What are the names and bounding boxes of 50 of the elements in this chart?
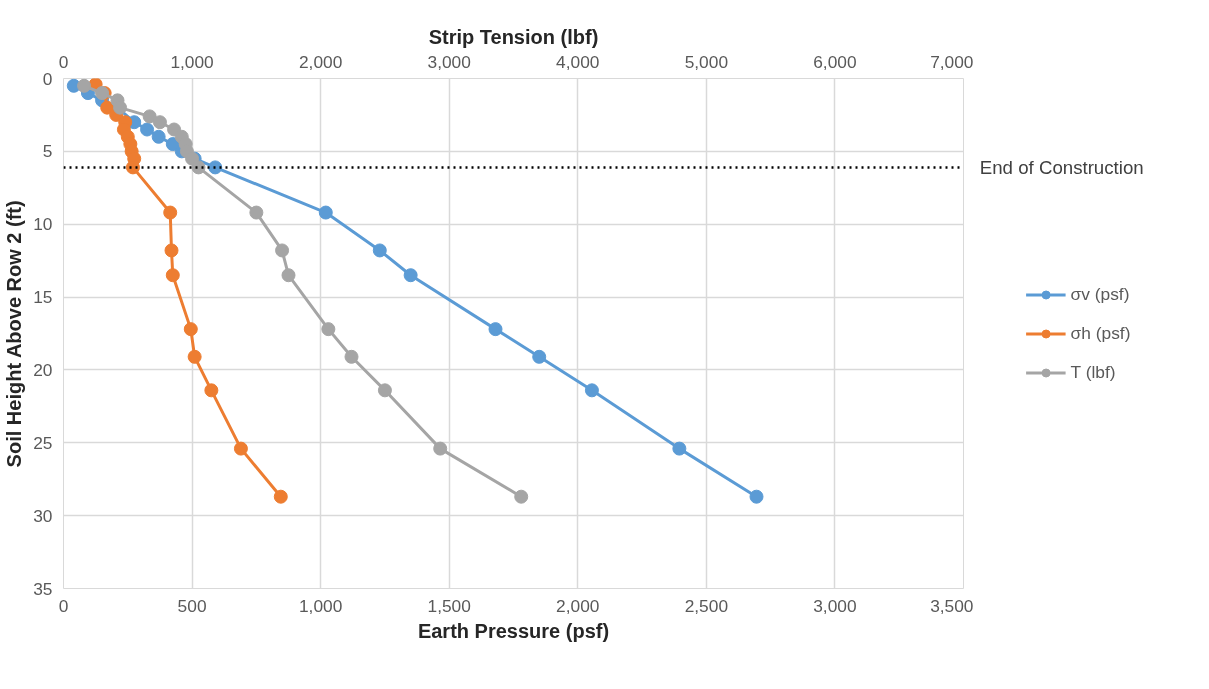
y-axis-title: Soil Height Above Row 2 (ft) [3,200,26,468]
x2-tick-label: 1,000 [170,51,214,72]
y-tick-label: 30 [33,505,53,526]
y-tick-label: 25 [33,432,53,453]
x2-tick-label: 2,000 [298,51,343,72]
x2-tick-label: 0 [58,51,69,72]
ref-line-label: End of Construction [979,156,1144,178]
point [163,205,178,220]
y-tick-label: 10 [33,214,53,235]
x2-tick-label: 6,000 [813,51,857,72]
y-tick-label: 5 [42,141,53,162]
x2-axis-title: Strip Tension (lbf) [428,25,599,48]
point [672,441,687,456]
x-tick-label: 2,000 [556,595,600,616]
x-tick-label: 2,500 [684,595,729,616]
y-tick-label: 15 [33,287,53,308]
y-tick-label: 0 [42,68,53,89]
x-tick-label: 3,000 [813,595,857,616]
legend-label: T (lbf) [1070,361,1116,383]
legend-label: σv (psf) [1070,283,1130,305]
point [140,122,155,137]
point [151,129,166,144]
x2-tick-label: 5,000 [684,51,729,72]
y-tick-label: 20 [33,359,53,380]
point [204,383,219,398]
x-tick-label: 1,000 [298,595,343,616]
legend-label: σh (psf) [1070,322,1131,344]
point [584,383,599,398]
x2-tick-label: 7,000 [930,51,974,72]
point [164,243,179,258]
x2-tick-label: 4,000 [556,51,600,72]
point [488,322,503,337]
y-tick-label: 35 [33,578,53,599]
point [187,349,202,364]
x-tick-label: 500 [177,595,207,616]
x2-tick-label: 3,000 [427,51,471,72]
x-tick-label: 0 [58,595,69,616]
point [165,268,180,283]
point [273,489,288,504]
point [532,349,547,364]
point [749,489,764,504]
x-tick-label: 3,500 [930,595,974,616]
point [183,322,198,337]
point [125,160,140,175]
x-axis-title: Earth Pressure (psf) [417,619,610,642]
point [318,205,333,220]
point [233,441,248,456]
x-tick-label: 1,500 [427,595,471,616]
point [403,268,418,283]
point [372,243,387,258]
